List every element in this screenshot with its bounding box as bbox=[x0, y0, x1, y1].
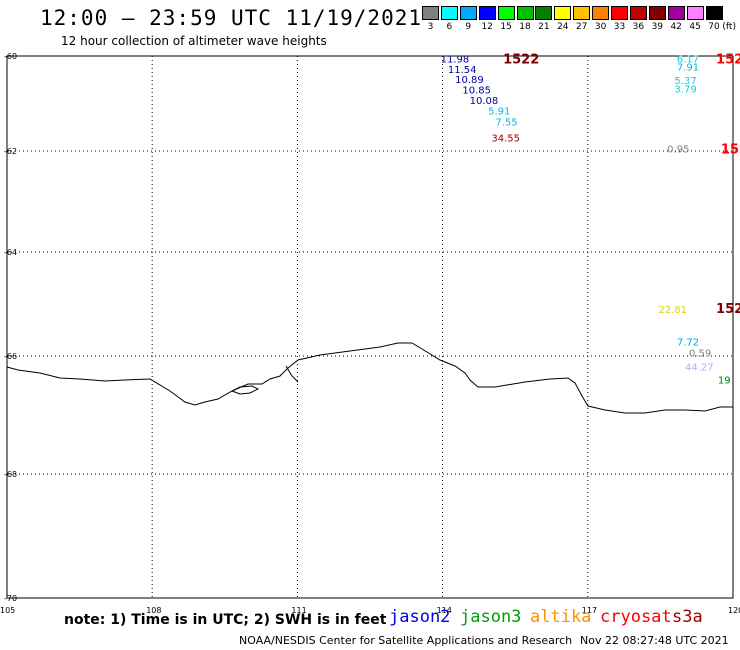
coastline-inlet bbox=[231, 385, 260, 395]
legend-label: 6 bbox=[446, 22, 453, 32]
map-title: 12:00 – 23:59 UTC 11/19/2021 bbox=[40, 6, 423, 30]
legend-swatch bbox=[440, 6, 458, 20]
legend-swatch bbox=[497, 6, 515, 20]
legend-unit: (ft) bbox=[722, 22, 736, 32]
legend-swatch bbox=[629, 6, 647, 20]
wave-height-value: 19 bbox=[718, 376, 731, 387]
axis-tick-labels: -60 -62 -64 -66 -68 -70 105 108 111 114 117 120 bbox=[0, 52, 740, 615]
satellite-name: cryosat bbox=[600, 607, 672, 627]
lon-tick-label: 108 bbox=[146, 606, 161, 615]
legend-swatch bbox=[648, 6, 666, 20]
satellite-name: jason2 bbox=[389, 607, 451, 627]
wave-height-value: 0.59 bbox=[689, 348, 711, 359]
legend-label: 30 bbox=[594, 22, 607, 32]
legend-swatch bbox=[667, 6, 685, 20]
lon-tick-label: 120 bbox=[728, 606, 740, 615]
legend-label: 36 bbox=[632, 22, 645, 32]
satellite-name: s3a bbox=[672, 607, 703, 627]
map-subtitle: 12 hour collection of altimeter wave hei… bbox=[61, 34, 327, 48]
wave-height-value: 7.72 bbox=[677, 337, 699, 348]
wave-height-value: 7.55 bbox=[495, 118, 517, 129]
lat-tick-label: -64 bbox=[4, 248, 17, 257]
legend-swatch bbox=[554, 6, 572, 20]
legend-label: 45 bbox=[689, 22, 701, 32]
wave-height-value: 44.27 bbox=[685, 363, 714, 374]
wave-height-value: 34.55 bbox=[491, 134, 520, 145]
coastline-inlet bbox=[285, 365, 299, 383]
legend-swatch bbox=[459, 6, 477, 20]
legend-swatch bbox=[535, 6, 553, 20]
wave-height-value: 0.95 bbox=[667, 145, 689, 156]
generated-timestamp: Nov 22 08:27:48 UTC 2021 bbox=[580, 634, 729, 647]
track-time-label: 1529 bbox=[716, 52, 740, 67]
lon-tick-label: 117 bbox=[582, 606, 597, 615]
legend-swatch bbox=[705, 6, 723, 20]
lon-tick-label: 111 bbox=[291, 606, 306, 615]
legend-label: 9 bbox=[465, 22, 472, 32]
wave-height-value: 11.54 bbox=[448, 65, 477, 76]
wave-height-value: 7.91 bbox=[677, 62, 699, 73]
legend-label: 12 bbox=[481, 22, 493, 32]
legend-label: 33 bbox=[613, 22, 626, 32]
legend-label: 70 bbox=[708, 22, 720, 32]
lat-tick-label: -60 bbox=[4, 52, 17, 61]
legend-swatch bbox=[686, 6, 704, 20]
wave-height-value: 6.17 bbox=[677, 54, 699, 65]
legend-label: 21 bbox=[538, 22, 550, 32]
coastline-path bbox=[6, 342, 733, 414]
lat-tick-label: -68 bbox=[4, 470, 17, 479]
legend-label: 42 bbox=[670, 22, 682, 32]
legend-swatch bbox=[611, 6, 628, 20]
legend-label: 24 bbox=[557, 22, 569, 32]
legend-swatch bbox=[516, 6, 534, 20]
legend-label: 27 bbox=[575, 22, 588, 32]
lat-tick-label: -62 bbox=[4, 147, 17, 156]
lat-tick-label: -70 bbox=[4, 594, 17, 603]
track-time-label: 1530 bbox=[721, 143, 740, 158]
wave-height-value: 10.08 bbox=[470, 96, 499, 107]
graticule bbox=[6, 55, 734, 599]
lon-tick-label: 105 bbox=[0, 606, 15, 615]
legend-label: 18 bbox=[519, 22, 531, 32]
wave-height-value: 10.85 bbox=[462, 85, 491, 96]
units-note: note: 1) Time is in UTC; 2) SWH is in fe… bbox=[64, 612, 387, 628]
satellite-name: altika bbox=[530, 607, 592, 627]
map-frame bbox=[6, 55, 734, 599]
antarctic-coastline bbox=[6, 342, 733, 414]
legend-label: 3 bbox=[427, 22, 434, 32]
wave-height-value: 22.81 bbox=[658, 305, 687, 316]
lon-tick-label: 114 bbox=[437, 606, 452, 615]
satellite-name: jason3 bbox=[460, 607, 522, 627]
legend-swatch bbox=[422, 6, 439, 20]
legend-label: 15 bbox=[500, 22, 512, 32]
legend-swatch bbox=[478, 6, 496, 20]
wave-height-value: 11.98 bbox=[441, 54, 470, 65]
legend-swatch bbox=[573, 6, 591, 20]
credit-line: NOAA/NESDIS Center for Satellite Applica… bbox=[239, 634, 573, 647]
wave-height-value: 5.91 bbox=[488, 107, 510, 118]
wave-height-value: 5.37 bbox=[674, 76, 696, 87]
legend-swatch bbox=[592, 6, 610, 20]
wave-height-value: 10.89 bbox=[455, 75, 484, 86]
lat-tick-label: -66 bbox=[4, 352, 17, 361]
legend-label: 39 bbox=[651, 22, 664, 32]
wave-height-value: 3.79 bbox=[674, 84, 696, 95]
track-time-label: 1522 bbox=[503, 52, 539, 67]
